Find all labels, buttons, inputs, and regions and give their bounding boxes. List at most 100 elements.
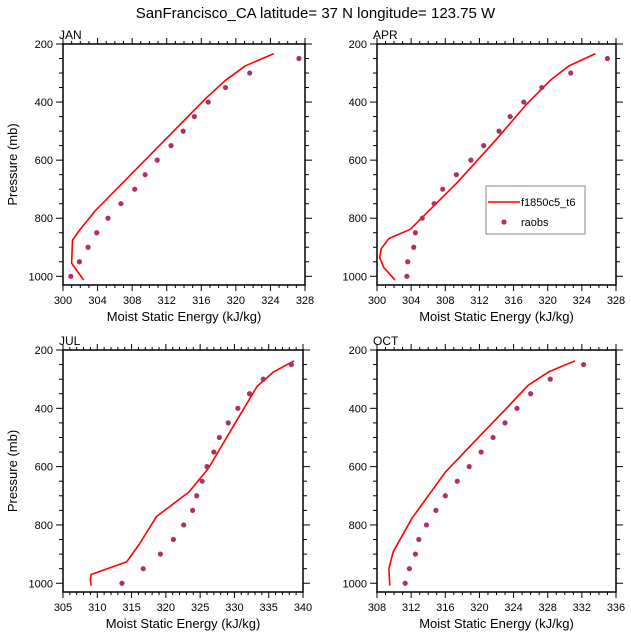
y-tick-label: 800: [35, 520, 53, 532]
raobs-point: [496, 128, 502, 134]
plot-frame: [62, 349, 304, 593]
raobs-point: [412, 230, 419, 236]
raobs-point: [416, 536, 422, 543]
x-axis-label: Moist Static Energy (kJ/kg): [419, 616, 574, 631]
y-tick-label: 800: [349, 213, 367, 225]
panel-label: JAN: [59, 28, 82, 42]
raobs-point: [194, 493, 200, 499]
legend-box: [485, 185, 586, 235]
x-tick-label: 328: [539, 602, 557, 614]
panel-jan: JAN 300 304 308 312 316 320 324 328 200 400 600 800 1…: [5, 28, 314, 324]
x-tick-label: 336: [607, 602, 625, 614]
panel-jul: JUL 305 310 315 320 325 330 335 340 200 400 600 800 1…: [5, 334, 312, 631]
x-tick-label: 335: [260, 602, 278, 614]
series-line-f1850c5_t6: [89, 360, 295, 586]
raobs-point: [478, 449, 484, 455]
raobs-point: [140, 566, 146, 572]
y-tick-label: 600: [35, 155, 53, 167]
raobs-point: [466, 464, 472, 470]
raobs-point: [68, 273, 74, 279]
raobs-point: [431, 201, 437, 207]
legend-marker-swatch: [501, 219, 507, 225]
raobs-point: [521, 99, 527, 105]
x-tick-label: 320: [539, 295, 557, 307]
plot-frame: [62, 43, 306, 286]
x-tick-label: 325: [191, 602, 209, 614]
raobs-point: [181, 522, 187, 528]
raobs-point: [247, 70, 253, 76]
raobs-point: [433, 507, 439, 513]
raobs-point: [180, 128, 186, 134]
x-tick-label: 316: [436, 602, 454, 614]
raobs-point: [468, 157, 474, 163]
x-axis-label: Moist Static Energy (kJ/kg): [419, 309, 574, 324]
x-tick-label: 324: [261, 295, 279, 307]
raobs-point: [412, 551, 419, 557]
raobs-point: [205, 99, 211, 105]
raobs-point: [142, 172, 148, 178]
x-axis-label: Moist Static Energy (kJ/kg): [106, 616, 261, 631]
y-tick-label: 1000: [343, 578, 367, 590]
y-tick-label: 1000: [343, 271, 367, 283]
y-tick-label: 400: [349, 403, 367, 415]
panel-label: JUL: [59, 334, 81, 348]
raobs-point: [440, 186, 446, 192]
y-tick-label: 800: [35, 213, 53, 225]
raobs-point: [204, 464, 210, 470]
x-tick-label: 332: [573, 602, 591, 614]
series-line-f1850c5_t6: [70, 52, 275, 281]
raobs-point: [132, 186, 138, 192]
y-tick-label: 400: [35, 403, 53, 415]
plot-frame: [376, 349, 617, 593]
y-tick-label: 600: [349, 462, 367, 474]
x-tick-label: 320: [470, 602, 488, 614]
x-tick-label: 316: [504, 295, 522, 307]
panels: JAN 300 304 308 312 316 320 324 328 200 400 600 800 1…: [5, 28, 625, 631]
legend-label-raobs: raobs: [521, 217, 549, 229]
x-tick-label: 340: [294, 602, 312, 614]
raobs-point: [423, 522, 430, 528]
x-tick-label: 330: [225, 602, 243, 614]
raobs-point: [481, 143, 487, 149]
x-tick-label: 308: [368, 602, 386, 614]
raobs-point: [514, 405, 520, 411]
raobs-point: [402, 580, 408, 586]
raobs-point: [222, 84, 229, 91]
raobs-point: [604, 55, 611, 62]
x-tick-label: 315: [122, 602, 140, 614]
raobs-point: [296, 55, 302, 62]
x-tick-label: 316: [192, 295, 210, 307]
legend-label-model: f1850c5_t6: [521, 197, 575, 209]
raobs-point: [288, 361, 294, 368]
series-line-f1850c5_t6: [388, 360, 576, 586]
x-tick-label: 310: [88, 602, 106, 614]
x-tick-label: 308: [123, 295, 141, 307]
y-tick-label: 200: [35, 39, 53, 51]
raobs-point: [406, 566, 413, 572]
y-tick-label: 1000: [29, 578, 53, 590]
panel-apr: APR 300 304 308 312 316 320 324 328 200 400 600 800 1…: [343, 28, 626, 324]
raobs-point: [502, 420, 508, 426]
raobs-point: [547, 376, 553, 382]
x-tick-label: 324: [504, 602, 522, 614]
x-tick-label: 304: [402, 295, 420, 307]
y-tick-label: 600: [35, 462, 53, 474]
x-tick-label: 320: [227, 295, 245, 307]
y-tick-label: 800: [349, 520, 367, 532]
y-axis-label: Pressure (mb): [5, 430, 20, 512]
x-tick-label: 300: [54, 295, 72, 307]
raobs-point: [170, 536, 176, 543]
raobs-point: [105, 215, 111, 221]
x-tick-label: 320: [157, 602, 175, 614]
raobs-point: [453, 172, 459, 178]
raobs-point: [191, 113, 197, 120]
x-tick-label: 312: [402, 602, 420, 614]
raobs-point: [580, 361, 587, 368]
x-tick-label: 328: [607, 295, 625, 307]
raobs-point: [157, 551, 163, 557]
series-line-f1850c5_t6: [378, 52, 596, 281]
raobs-point: [168, 143, 174, 149]
raobs-point: [119, 580, 125, 586]
